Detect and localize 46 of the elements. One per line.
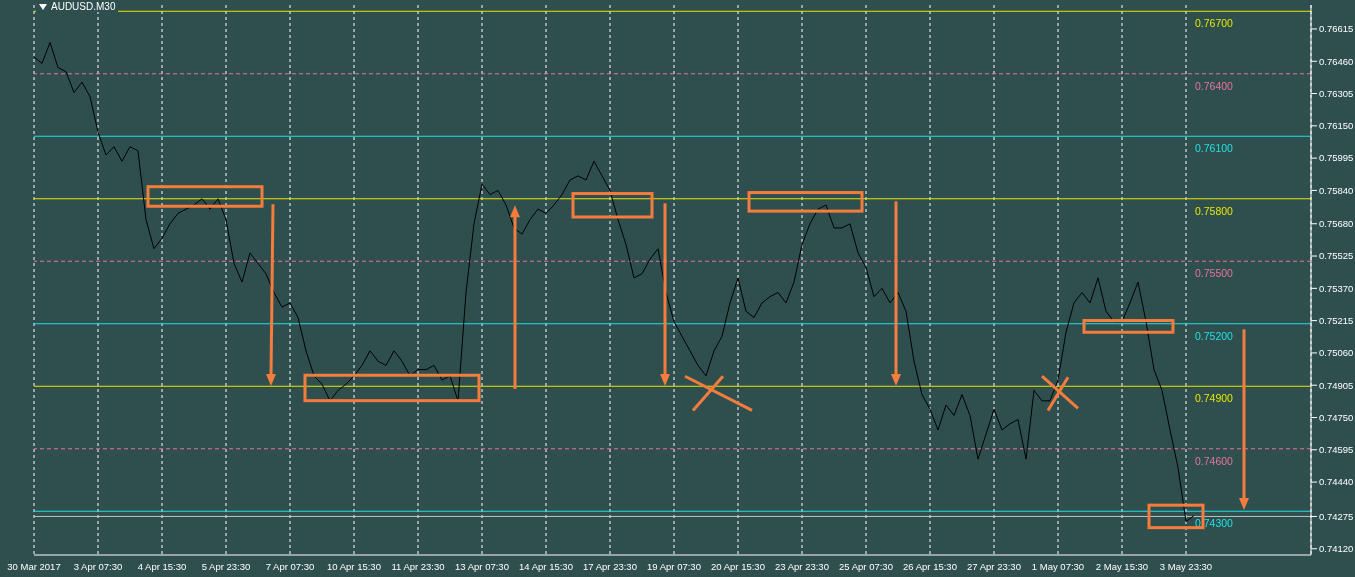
x-tick-label: 23 Apr 23:30 bbox=[775, 560, 829, 572]
y-tick-label: 0.76305 bbox=[1319, 87, 1354, 99]
x-tick-label: 10 Apr 15:30 bbox=[327, 560, 381, 572]
x-tick-label: 27 Apr 23:30 bbox=[967, 560, 1021, 572]
x-tick-label: 20 Apr 15:30 bbox=[711, 560, 765, 572]
y-tick-label: 0.75370 bbox=[1319, 282, 1354, 294]
y-tick-label: 0.74120 bbox=[1319, 543, 1354, 555]
ref-line-label: 0.75800 bbox=[1195, 204, 1234, 217]
y-tick-label: 0.74595 bbox=[1319, 444, 1354, 456]
x-tick-label: 4 Apr 15:30 bbox=[137, 560, 187, 572]
y-tick-label: 0.74440 bbox=[1319, 476, 1354, 488]
x-tick-label: 5 Apr 23:30 bbox=[201, 560, 251, 572]
line-series bbox=[34, 42, 1194, 523]
x-tick-label: 13 Apr 07:30 bbox=[455, 560, 509, 572]
ref-line-label: 0.75500 bbox=[1195, 267, 1234, 280]
x-tick-label: 14 Apr 15:30 bbox=[519, 560, 573, 572]
y-tick-label: 0.75525 bbox=[1319, 250, 1354, 262]
chart-title: AUDUSD.M30 bbox=[51, 1, 116, 12]
ref-line-label: 0.76400 bbox=[1195, 79, 1234, 92]
y-tick-label: 0.75680 bbox=[1319, 218, 1354, 230]
x-tick-label: 30 Mar 2017 bbox=[7, 560, 61, 572]
x-tick-label: 1 May 07:30 bbox=[1031, 560, 1085, 572]
ref-line-label: 0.76700 bbox=[1195, 17, 1234, 30]
x-tick-label: 11 Apr 23:30 bbox=[391, 560, 445, 572]
y-tick-label: 0.76150 bbox=[1319, 120, 1354, 132]
ref-line-label: 0.74900 bbox=[1195, 392, 1234, 405]
x-tick-label: 26 Apr 15:30 bbox=[903, 560, 957, 572]
x-tick-label: 3 Apr 07:30 bbox=[73, 560, 123, 572]
x-tick-label: 2 May 15:30 bbox=[1095, 560, 1149, 572]
x-tick-label: 19 Apr 07:30 bbox=[647, 560, 701, 572]
y-tick-label: 0.76460 bbox=[1319, 55, 1354, 67]
ref-line-label: 0.76100 bbox=[1195, 142, 1234, 155]
y-tick-label: 0.75995 bbox=[1319, 152, 1354, 164]
x-tick-label: 3 May 23:30 bbox=[1159, 560, 1213, 572]
y-tick-label: 0.75215 bbox=[1319, 315, 1354, 326]
ref-line-label: 0.74600 bbox=[1195, 454, 1234, 467]
x-tick-label: 25 Apr 07:30 bbox=[839, 560, 893, 572]
y-tick-label: 0.76615 bbox=[1319, 23, 1354, 35]
ref-line-label: 0.75200 bbox=[1195, 329, 1234, 342]
y-tick-label: 0.75840 bbox=[1319, 184, 1354, 196]
x-tick-label: 7 Apr 07:30 bbox=[265, 560, 315, 572]
y-tick-label: 0.74275 bbox=[1319, 510, 1354, 522]
x-tick-label: 17 Apr 23:30 bbox=[583, 560, 637, 572]
y-tick-label: 0.75060 bbox=[1319, 347, 1354, 359]
y-tick-label: 0.74750 bbox=[1319, 411, 1354, 423]
y-tick-label: 0.74905 bbox=[1319, 379, 1354, 391]
